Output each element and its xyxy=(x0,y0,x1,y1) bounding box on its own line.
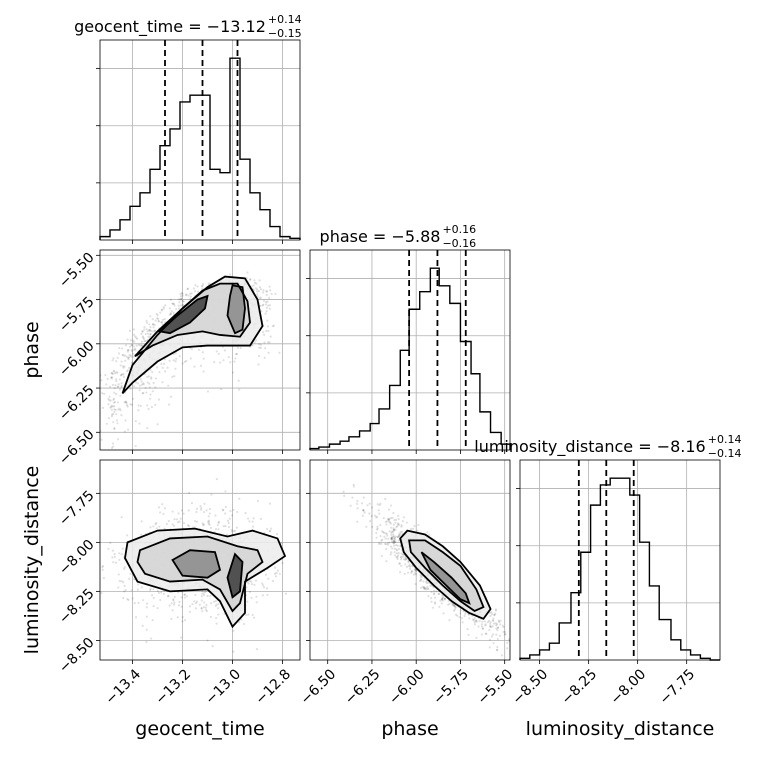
histogram-phase xyxy=(309,267,511,450)
title-luminosity_distance: luminosity_distance = −8.16 +0.14−0.14 xyxy=(474,433,741,460)
x-tick-label-geocent_time: −13.2 xyxy=(152,666,194,708)
y-tick-label-luminosity_distance: −8.00 xyxy=(56,537,98,579)
x-axis-label-luminosity_distance: luminosity_distance xyxy=(526,718,715,740)
contours-geocent_time-luminosity_distance xyxy=(124,527,287,629)
title-geocent_time: geocent_time = −13.12 +0.14−0.15 xyxy=(74,13,302,40)
contour-level xyxy=(399,529,492,620)
x-tick-label-luminosity_distance: −8.25 xyxy=(559,666,601,708)
x-tick-label-geocent_time: −13.4 xyxy=(102,666,144,708)
title-geocent_time-plus: +0.14 xyxy=(268,13,302,26)
x-tick-label-luminosity_distance: −7.75 xyxy=(657,666,699,708)
panel-frame xyxy=(519,459,721,661)
contours-phase-luminosity_distance xyxy=(399,529,492,620)
y-tick-label-luminosity_distance: −8.25 xyxy=(56,586,98,628)
panel-frame xyxy=(99,39,301,241)
panel-frame xyxy=(309,249,511,451)
y-tick-label-luminosity_distance: −8.50 xyxy=(56,635,98,677)
histogram-luminosity_distance xyxy=(519,477,720,661)
y-tick-label-phase: −5.75 xyxy=(56,294,98,336)
title-phase-text: phase = −5.88 xyxy=(320,227,441,246)
y-tick-label-phase: −5.50 xyxy=(56,250,98,292)
x-tick-label-phase: −6.50 xyxy=(298,666,340,708)
contour-level xyxy=(226,284,246,335)
x-tick-label-luminosity_distance: −8.00 xyxy=(608,666,650,708)
contour-level xyxy=(136,535,264,613)
contour-level xyxy=(408,539,485,613)
contours-geocent_time-phase xyxy=(121,275,264,394)
contour-level xyxy=(226,552,244,599)
contour-level xyxy=(420,551,471,605)
contour-level xyxy=(134,282,251,357)
title-geocent_time-text: geocent_time = −13.12 xyxy=(74,17,266,37)
title-geocent_time-minus: −0.15 xyxy=(268,27,302,40)
density-geocent_time-luminosity_distance xyxy=(100,477,288,653)
title-luminosity_distance-minus: −0.14 xyxy=(708,447,742,460)
x-tick-label-geocent_time: −12.8 xyxy=(252,666,294,708)
x-tick-label-phase: −6.25 xyxy=(342,666,384,708)
y-axis-label-phase: phase xyxy=(21,321,43,378)
panel-frame xyxy=(309,459,511,661)
y-tick-label-luminosity_distance: −7.75 xyxy=(56,488,98,530)
x-tick-label-phase: −5.75 xyxy=(430,666,472,708)
contour-level xyxy=(158,294,209,335)
y-tick-label-phase: −6.00 xyxy=(56,338,98,380)
y-axis-label-luminosity_distance: luminosity_distance xyxy=(21,466,43,655)
x-axis-label-phase: phase xyxy=(381,718,438,740)
title-luminosity_distance-text: luminosity_distance = −8.16 xyxy=(474,437,705,457)
panel-frame xyxy=(99,249,301,451)
y-tick-label-phase: −6.50 xyxy=(56,427,98,469)
x-axis-label-geocent_time: geocent_time xyxy=(135,718,264,740)
panel-frame xyxy=(99,459,301,661)
title-phase-plus: +0.16 xyxy=(442,223,476,236)
x-tick-label-phase: −6.00 xyxy=(386,666,428,708)
title-phase: phase = −5.88 +0.16−0.16 xyxy=(320,223,477,250)
histogram-geocent_time xyxy=(99,57,301,240)
y-tick-label-phase: −6.25 xyxy=(56,382,98,424)
contour-level xyxy=(171,549,222,579)
x-tick-label-luminosity_distance: −8.50 xyxy=(510,666,552,708)
title-phase-minus: −0.16 xyxy=(442,237,476,250)
x-tick-label-phase: −5.50 xyxy=(475,666,517,708)
title-luminosity_distance-plus: +0.14 xyxy=(708,433,742,446)
x-tick-label-geocent_time: −13.0 xyxy=(202,666,244,708)
